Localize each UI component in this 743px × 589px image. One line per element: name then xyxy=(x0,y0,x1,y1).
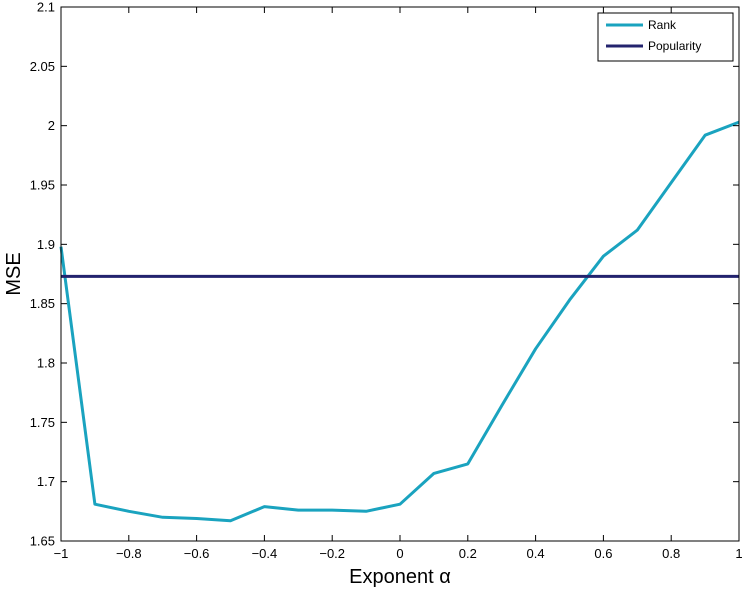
x-tick-label: 0.4 xyxy=(527,546,545,561)
y-axis-ticks: 1.65 1.7 1.75 1.8 1.85 1.9 1.95 2 2.05 2.1 xyxy=(30,0,739,549)
y-tick-label: 2.05 xyxy=(30,59,55,74)
x-axis-label: Exponent α xyxy=(349,566,451,588)
y-tick-label: 1.7 xyxy=(37,474,55,489)
legend-label-rank: Rank xyxy=(648,18,677,32)
x-tick-label: 0 xyxy=(396,546,403,561)
y-tick-label: 1.85 xyxy=(30,296,55,311)
series-line-rank xyxy=(59,120,740,523)
x-tick-label: −0.4 xyxy=(252,546,278,561)
x-tick-label: 0.2 xyxy=(459,546,477,561)
y-axis-label: MSE xyxy=(3,252,25,295)
y-tick-label: 1.75 xyxy=(30,415,55,430)
y-tick-label: 1.65 xyxy=(30,534,55,549)
x-tick-label: −0.2 xyxy=(319,546,345,561)
y-tick-label: 1.9 xyxy=(37,237,55,252)
legend: Rank Popularity xyxy=(597,12,734,62)
series-layer xyxy=(59,120,740,523)
legend-label-popularity: Popularity xyxy=(648,39,701,53)
x-tick-label: −0.6 xyxy=(184,546,210,561)
y-tick-label: 2 xyxy=(48,118,55,133)
y-tick-label: 2.1 xyxy=(37,0,55,15)
y-tick-label: 1.95 xyxy=(30,178,55,193)
x-tick-label: 0.6 xyxy=(594,546,612,561)
y-tick-label: 1.8 xyxy=(37,356,55,371)
x-tick-label: −1 xyxy=(54,546,69,561)
legend-box xyxy=(597,12,734,62)
x-tick-label: −0.8 xyxy=(116,546,142,561)
x-tick-label: 1 xyxy=(735,546,742,561)
plot-background xyxy=(61,7,739,541)
x-axis-ticks: −1 −0.8 −0.6 −0.4 −0.2 0 0.2 0.4 0.6 0.8 1 xyxy=(54,7,743,561)
x-tick-label: 0.8 xyxy=(662,546,680,561)
